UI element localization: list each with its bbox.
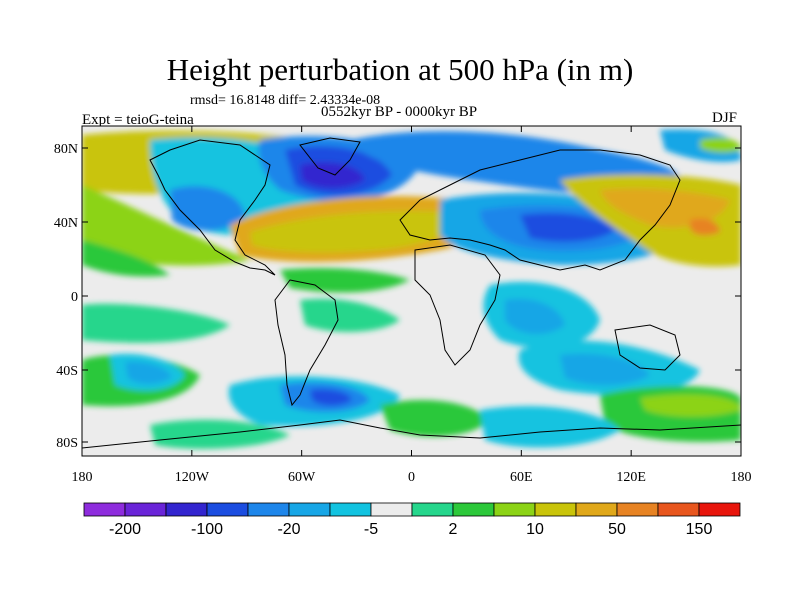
coastline-south-america [274, 279, 339, 407]
contour-region [250, 210, 456, 253]
lon-tick-label: 180 [731, 470, 752, 485]
colorbar-swatch [657, 502, 700, 517]
contour-region [520, 213, 615, 242]
coastline-antarctica [82, 419, 741, 449]
contour-region [640, 394, 741, 417]
contour-region [600, 188, 730, 228]
contour-region [170, 186, 245, 231]
contour-region [82, 303, 230, 343]
colorbar-label: -200 [109, 521, 141, 538]
period-label: 0552kyr BP - 0000kyr BP [321, 104, 478, 120]
lon-tick-label: 60W [288, 470, 316, 485]
colorbar-label: -100 [191, 521, 223, 538]
colorbar-swatch [698, 502, 741, 517]
lon-tick-label: 120E [616, 470, 646, 485]
contour-region [480, 406, 620, 448]
colorbar-label: -5 [364, 521, 378, 538]
lon-tick-label: 60E [510, 470, 533, 485]
lon-tick-label: 120W [175, 470, 210, 485]
lat-tick-label: 40N [54, 216, 78, 231]
experiment-label: Expt = teioG-teina [82, 112, 194, 128]
lat-tick-label: 80N [54, 142, 78, 157]
contour-region [82, 185, 250, 266]
lat-tick-label: 40S [56, 364, 78, 379]
page-title: Height perturbation at 500 hPa (in m) [166, 52, 634, 87]
colorbar-swatch [493, 502, 536, 517]
colorbar-swatch [616, 502, 659, 517]
colorbar-label: -20 [277, 521, 300, 538]
colorbar-swatch [165, 502, 208, 517]
colorbar: -200 -100 -20 -5 2 10 50 150 [83, 502, 741, 538]
coastline-eurasia [399, 149, 681, 271]
contour-region [560, 353, 650, 386]
colorbar-swatch [329, 502, 372, 517]
contour-region [300, 162, 365, 189]
rmsd-diff-stats: rmsd= 16.8148 diff= 2.43334e-08 [190, 93, 381, 108]
colorbar-swatch [83, 502, 126, 517]
colorbar-swatch [534, 502, 577, 517]
coastline-greenland [299, 137, 361, 176]
contour-region [125, 361, 172, 384]
contour-region [310, 389, 352, 406]
coastline-australia [614, 324, 681, 371]
colorbar-swatch [124, 502, 167, 517]
contour-region [380, 400, 490, 437]
contour-field [82, 126, 741, 456]
colorbar-label: 150 [686, 521, 713, 538]
colorbar-swatch [206, 502, 249, 517]
colorbar-swatch [575, 502, 618, 517]
contour-region [690, 218, 720, 236]
coastline-north-america [149, 139, 276, 276]
contour-region [82, 240, 170, 277]
colorbar-label: 50 [608, 521, 626, 538]
latitude-axis: 80N 40N 0 40S 80S [54, 142, 741, 451]
season-label: DJF [712, 110, 738, 126]
contour-region [505, 298, 565, 335]
coastline-africa [414, 244, 501, 366]
contour-region [300, 298, 400, 332]
contour-region [280, 268, 410, 293]
colorbar-label: 2 [449, 521, 458, 538]
lon-tick-label: 180 [72, 470, 93, 485]
colorbar-swatch [370, 502, 413, 517]
colorbar-label: 10 [526, 521, 544, 538]
lat-tick-label: 80S [56, 436, 78, 451]
coastlines [82, 137, 741, 449]
colorbar-swatch [411, 502, 454, 517]
colorbar-swatch [452, 502, 495, 517]
lon-tick-label: 0 [408, 470, 415, 485]
longitude-axis: 180 120W 60W 0 60E 120E 180 [72, 126, 752, 485]
lat-tick-label: 0 [71, 290, 78, 305]
contour-region [700, 137, 741, 153]
colorbar-swatch [288, 502, 331, 517]
colorbar-swatch [247, 502, 290, 517]
